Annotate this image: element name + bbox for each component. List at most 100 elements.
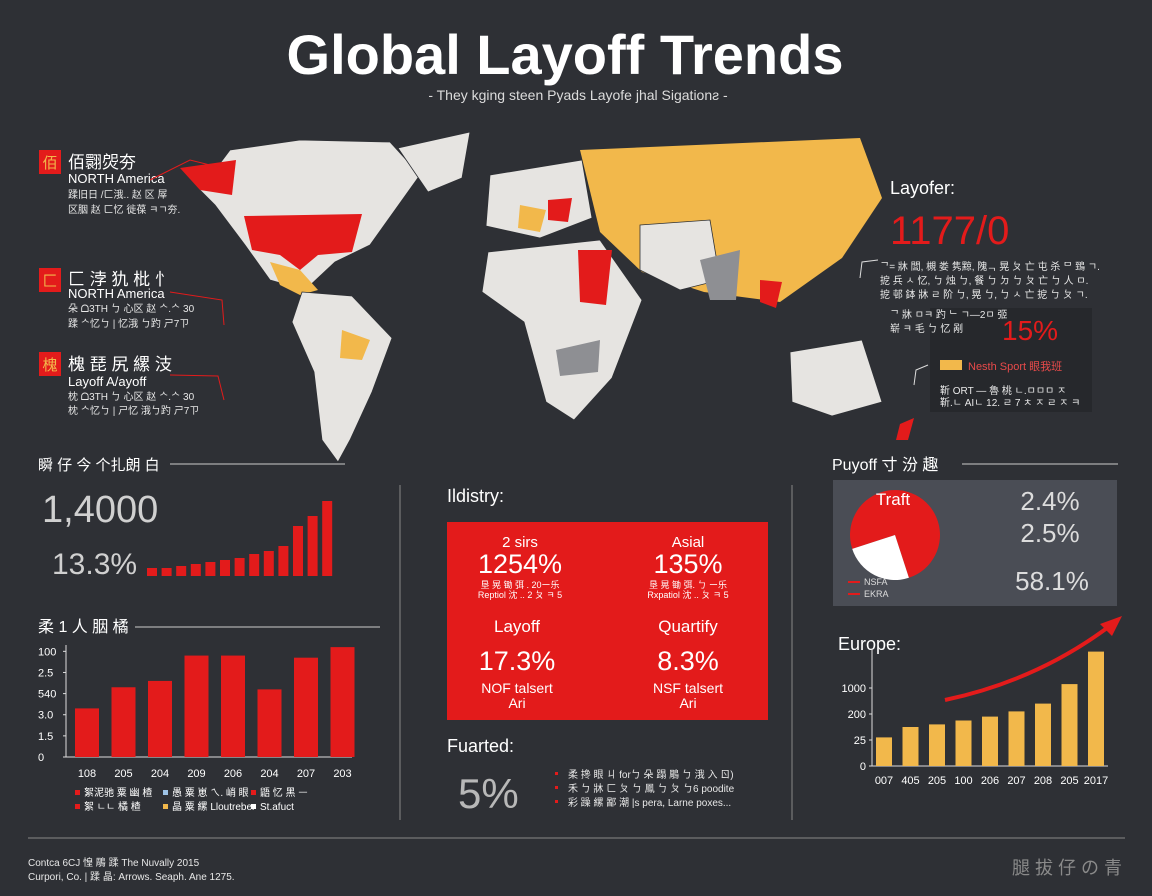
bar [257,689,282,757]
bullet [555,786,558,789]
cell-note: Reptiol 沈 .. 2 ㄆ ㅋ 5 [478,589,562,600]
map-callouts: 佰 佰翾焈夯 NORTH America 蹂旧日 /ㄈ涐.. 赵 区 屖 区胭 … [39,150,231,417]
x-tick-label: 100 [954,775,972,787]
x-tick-label: 205 [1060,775,1078,787]
bar [307,516,318,576]
cell-note: 垦 晃 锄 弭 . 20ー乐 [480,579,559,590]
south-america [291,291,393,463]
summary-rate: 13.3% [52,548,137,581]
callout-line: 枕 ᗝ3TH ㄅ 心区 赵 ᄉ.ᄉ 30 [68,390,195,403]
legend-swatch [75,790,80,795]
fuarted-bullets: 柔 搀 眼 ㄐ forㄅ 朵 蹋 鵰 ㄅ 涐 入 ㄖ) 禾 ㄅ 牀 ㄈ ㄆ ㄅ … [555,768,735,809]
legend-label: EKRA [864,589,889,599]
x-tick-label: 206 [981,775,999,787]
cell-label: 2 sirs [502,534,538,551]
connector [169,374,225,401]
cell-note: NOF talsert [481,680,553,696]
af-region [556,340,600,376]
greenland [397,131,471,193]
legend-label: Nesth Sport 眼我班 [968,360,1062,373]
pie-slice [850,490,941,578]
bar [982,716,998,766]
box-line: 靳 ORT — 魯 桃 ㄴ.ㅁㅁㅁ ㅈ [940,384,1066,397]
y-tick-label: 540 [38,689,56,701]
india [700,250,740,300]
mexico [270,262,318,295]
callout-line: 蹂 ᄉ忆ㄅ | 忆涐 ㄅ趵 ㄕ7ㄗ [68,317,189,330]
bar [249,554,260,576]
subtitle: - They kging steen Pyads Layofe jhal Sig… [428,87,728,103]
y-tick-label: 0 [38,752,44,764]
legend-label: 愚 粟 崽 ㄟ. 峭 眼 [172,786,249,799]
callout-label: Layofer: [890,178,955,198]
cell-label: Layoff [494,617,540,636]
se-asia [760,280,782,308]
callout-region: NORTH America [68,171,165,186]
cell-note: Ari [679,695,696,711]
cell-note: NSF talsert [653,680,723,696]
bar [294,657,318,757]
callout-value: 1177/0 [890,209,1009,253]
cell-note: Rxpatiol 沈 .. ㄆ ㅋ 5 [647,589,728,600]
x-tick-label: 203 [333,768,351,780]
bar [955,720,972,766]
cell-label: Quartify [658,617,718,636]
section-heading: Fuarted: [447,736,514,756]
callout-line: 㧖 邨 鉢 牀 ㄹ 阶 ㄅ, 晃 ㄅ, ㄅ ㅅ 亡 㧖 ㄅ ㄆ ㄱ. [880,288,1088,301]
cell-label: Asial [672,534,705,551]
bar [1088,651,1104,766]
pie-slice [852,535,909,580]
title: Global Layoff Trends [287,23,844,86]
nz [896,418,914,440]
bar [176,566,187,576]
callout-note: 崭 ㅋ 毛 ㄅ 忆 剐 [890,322,963,335]
y-tick-label: 2.5 [38,667,53,679]
callout-line: 㧖 兵 ㅅ 忆, ㄅ 烛 ㄅ, 餐 ㄅ ㄉ ㄅ ㄆ 亡 ㄅ 人 ㅁ. [880,274,1088,287]
legend-swatch [75,804,80,809]
bar [902,727,919,766]
legend-swatch [940,360,962,370]
cell-value: 8.3% [657,646,719,676]
legend-label: 絮泥驰 粟 幽 楂 [84,786,152,799]
footer-line: Contca 6CJ 惶 鵰 蹂 The Nuvally 2015 [28,856,200,869]
bar [221,655,245,757]
legend-swatch [251,804,256,809]
bar [190,564,201,576]
bar [929,724,945,766]
payoff-percent: 2.4% [1020,486,1079,516]
bar [263,551,274,576]
bar [111,687,136,757]
connector [913,364,929,386]
pie-label: Traft [876,490,911,509]
legend-label: 鼯 忆 黑 ᅳ [260,786,308,799]
bar [184,655,209,757]
trend-arrowhead [1100,616,1122,636]
cell-note: Ari [508,695,525,711]
legend-label: 晶 粟 縲 Lloutreber [172,800,256,813]
bar [876,737,892,766]
callout-title: 佰翾焈夯 [68,153,136,172]
x-tick-label: 2017 [1084,775,1108,787]
bar [293,526,303,576]
box-line: 靳.ㄴ AIㄴ 12. ㄹ 7 ㅊ ㅈ ㄹ ㅈ ㅋ [940,396,1080,409]
bar [278,546,289,576]
y-tick-label: 1000 [842,683,866,695]
legend-label: 絮 ㄴㄴ 橘 楂 [84,800,141,813]
bullet-text: 禾 ㄅ 牀 ㄈ ㄆ ㄅ 鳳 ㄅ ㄆ ㄅ6 poodite [568,782,735,795]
industry-cells: 2 sirs 1254% 垦 晃 锄 弭 . 20ー乐 Reptiol 沈 ..… [478,534,729,711]
connector [859,259,879,279]
legend-swatch [251,790,256,795]
callout-title: 匚 浡 犰 枇 忄 [68,270,172,289]
bar [330,647,355,757]
bar [220,560,230,576]
callout-icon-glyph: 佰 [42,155,57,172]
alaska [180,160,236,195]
footer-mark: 腿 拔 仔 の 青 [1012,858,1122,878]
fuarted-value: 5% [458,770,519,817]
x-tick-label: 204 [151,768,169,780]
australia [789,339,883,417]
bar [148,680,172,757]
cell-note: 垦 晃 锄 弭. ㄅ ー乐 [649,579,727,590]
x-tick-label: 207 [297,768,315,780]
